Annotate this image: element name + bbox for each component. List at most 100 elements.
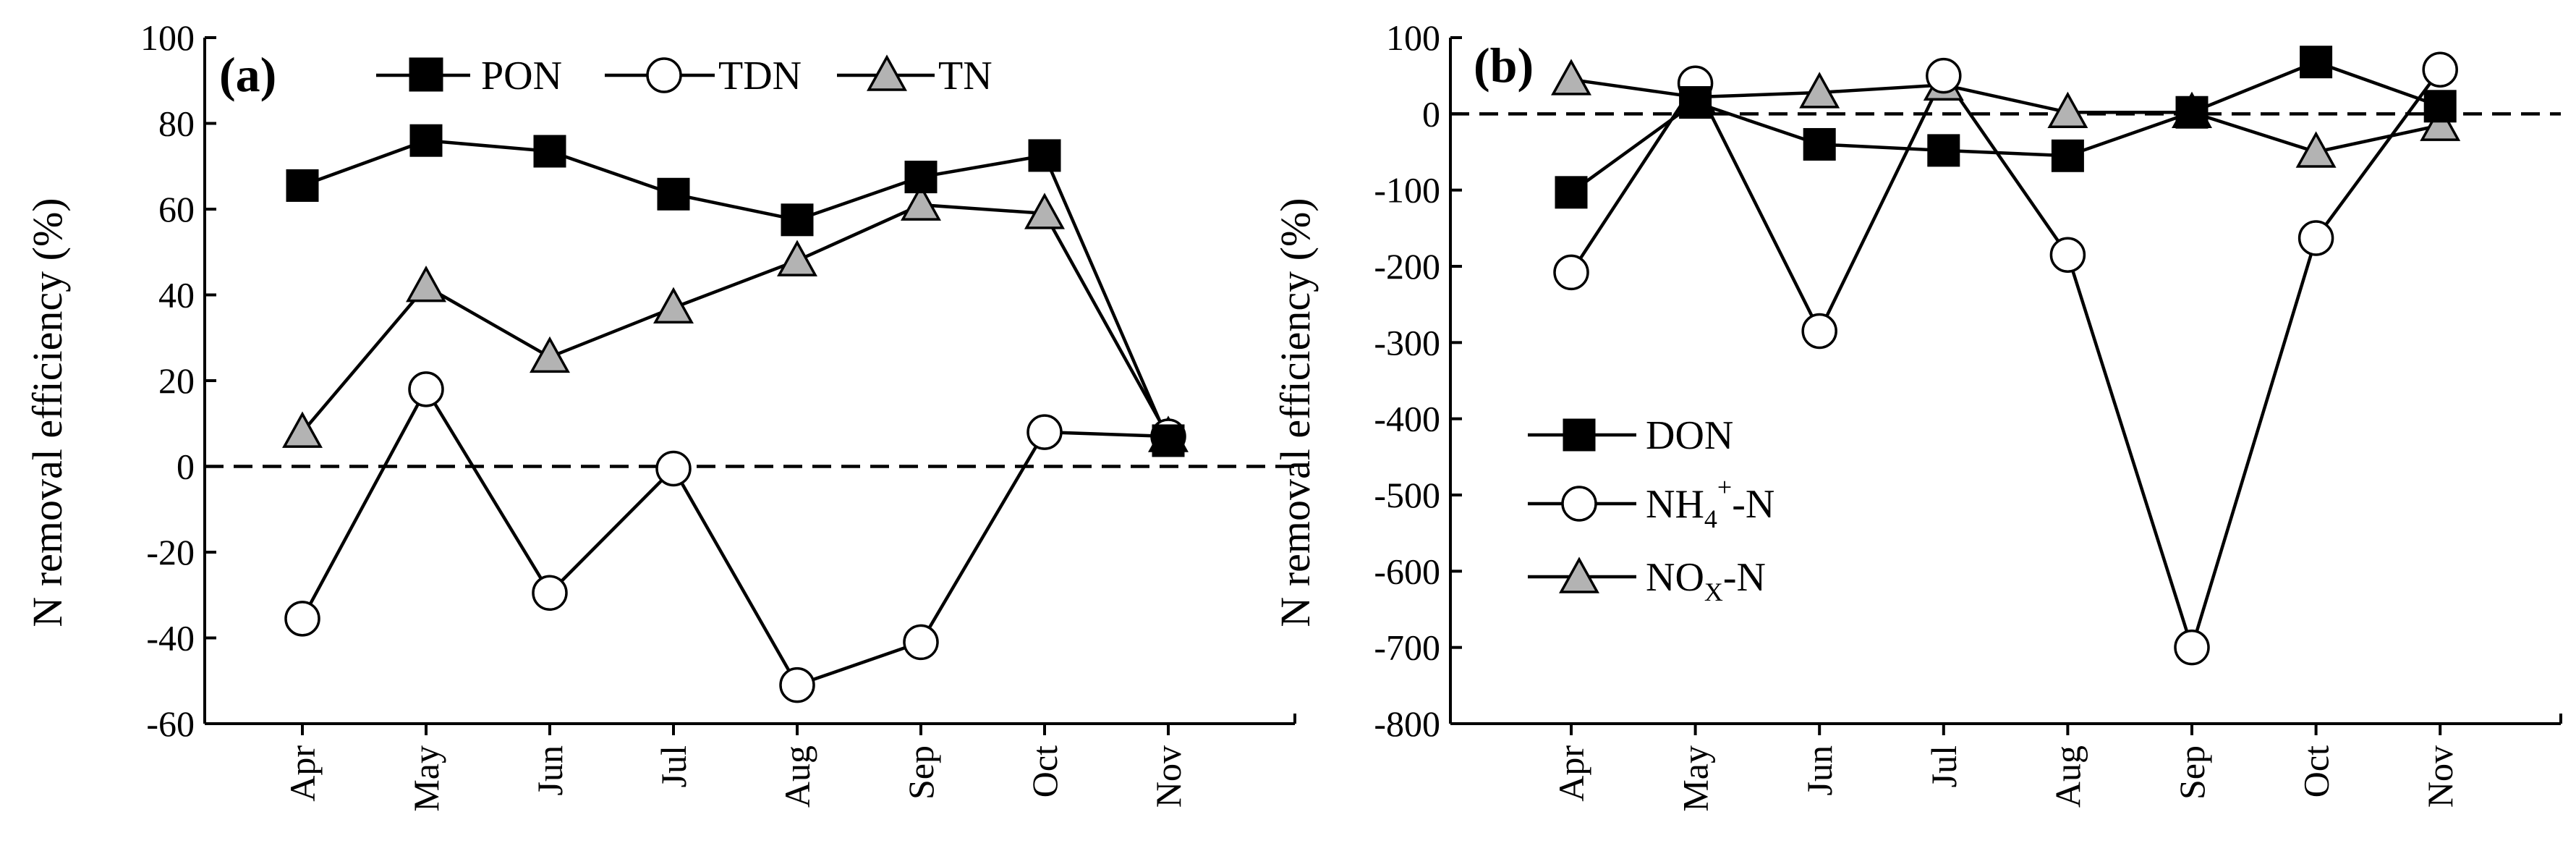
series-line-circle — [301, 386, 1169, 687]
data-point-square — [2300, 46, 2333, 79]
legend-label-pon: PON — [481, 54, 562, 98]
y-tick-label: 0 — [177, 447, 195, 487]
data-point-square — [781, 203, 814, 237]
data-point-circle — [2297, 220, 2334, 256]
panel-a-legend: PON TDN TN — [376, 54, 992, 98]
x-tick-label: Sep — [901, 745, 941, 800]
panel-b-label: (b) — [1474, 38, 1534, 93]
legend-item-don: DON — [1528, 413, 1733, 458]
data-point-square — [657, 177, 690, 211]
legend-item-pon: PON — [376, 54, 562, 98]
data-point-circle — [903, 624, 939, 661]
data-point-circle — [1553, 254, 1589, 291]
x-tick-label: Aug — [777, 745, 817, 808]
x-tick-label: Sep — [2172, 745, 2212, 800]
legend-circle-marker — [1561, 486, 1597, 522]
series-line-triangle — [1570, 77, 2441, 154]
series-line-square — [302, 138, 1170, 441]
data-point-circle — [2174, 629, 2210, 666]
legend-square-marker — [409, 57, 443, 92]
y-tick-label: 80 — [158, 103, 195, 144]
data-point-circle — [284, 601, 320, 637]
legend-triangle-marker — [867, 54, 907, 91]
y-tick-label: 0 — [1422, 93, 1440, 134]
data-point-triangle — [406, 266, 446, 302]
series-markers — [1551, 46, 2461, 666]
data-point-square — [409, 124, 443, 157]
series-lines — [301, 138, 1170, 687]
legend-label-nh4: NH4+-N — [1646, 473, 1774, 533]
data-point-circle — [532, 575, 568, 612]
data-point-triangle — [530, 336, 570, 373]
data-point-square — [1555, 176, 1588, 209]
y-tick-label: -60 — [146, 703, 195, 744]
data-point-triangle — [2420, 104, 2461, 141]
panel-b-x-ticks: Apr May Jun Jul Aug Sep Oct Nov — [1551, 724, 2460, 812]
panel-a-y-axis-title: N removal efficiency (%) — [24, 198, 71, 627]
x-tick-label: May — [1675, 745, 1716, 812]
x-tick-label: Apr — [282, 745, 323, 802]
x-tick-label: Jul — [1924, 745, 1964, 787]
series-lines — [1570, 60, 2442, 653]
data-point-triangle — [1551, 59, 1591, 96]
data-point-square — [1679, 86, 1712, 119]
panel-b-y-axis-title: N removal efficiency (%) — [1272, 198, 1319, 627]
y-tick-label: -20 — [146, 532, 195, 572]
y-tick-label: -100 — [1374, 170, 1440, 211]
data-point-circle — [2049, 237, 2086, 273]
data-point-triangle — [1024, 192, 1065, 229]
panel-a-series — [282, 124, 1189, 703]
x-tick-label: Nov — [1148, 745, 1189, 808]
legend-square-marker — [1563, 418, 1596, 452]
data-point-square — [533, 135, 566, 168]
legend-item-nox: NOX-N — [1528, 555, 1766, 606]
y-tick-label: 20 — [158, 360, 195, 401]
data-point-triangle — [901, 184, 941, 221]
data-point-square — [1028, 139, 1061, 172]
y-tick-label: -700 — [1374, 627, 1440, 668]
x-tick-label: Jun — [530, 745, 570, 795]
panel-a-axes — [203, 38, 1296, 725]
y-tick-label: -200 — [1374, 246, 1440, 287]
y-tick-label: -800 — [1374, 703, 1440, 744]
x-tick-label: Apr — [1551, 745, 1591, 802]
data-point-square — [286, 169, 319, 202]
legend-item-tn: TN — [837, 54, 992, 98]
y-tick-label: 100 — [140, 17, 195, 58]
data-point-square — [1803, 127, 1836, 161]
data-point-circle — [1926, 57, 1962, 94]
data-point-triangle — [2295, 131, 2337, 168]
x-tick-label: Oct — [2296, 745, 2337, 797]
legend-label-don: DON — [1646, 413, 1733, 458]
data-point-circle — [2422, 51, 2458, 88]
data-point-circle — [655, 450, 692, 487]
data-point-square — [1927, 134, 1960, 167]
data-point-triangle — [653, 287, 694, 324]
y-tick-label: 100 — [1386, 17, 1440, 58]
x-tick-label: Nov — [2420, 745, 2460, 808]
x-tick-label: Aug — [2047, 745, 2088, 808]
series-markers — [282, 124, 1189, 703]
legend-label-tn: TN — [938, 54, 992, 98]
data-point-square — [904, 161, 938, 194]
legend-item-tdn: TDN — [605, 54, 802, 98]
x-tick-label: May — [406, 745, 446, 812]
data-point-circle — [779, 667, 815, 703]
data-point-square — [2175, 96, 2209, 129]
legend-triangle-marker — [1559, 557, 1599, 593]
legend-label-nox: NOX-N — [1646, 555, 1766, 606]
data-point-triangle — [777, 240, 817, 276]
y-tick-label: -400 — [1374, 399, 1440, 439]
series-line-circle — [1570, 68, 2442, 653]
y-tick-label: 60 — [158, 189, 195, 229]
data-point-square — [2423, 90, 2457, 123]
panel-b-series — [1551, 46, 2461, 666]
legend-circle-marker — [646, 57, 682, 93]
x-tick-label: Jul — [653, 745, 694, 787]
data-point-square — [1152, 424, 1185, 457]
panel-a-label: (a) — [219, 47, 276, 102]
y-tick-label: -40 — [146, 618, 195, 659]
series-line-triangle — [301, 203, 1170, 438]
legend-label-tdn: TDN — [718, 54, 802, 98]
data-point-circle — [408, 371, 444, 407]
